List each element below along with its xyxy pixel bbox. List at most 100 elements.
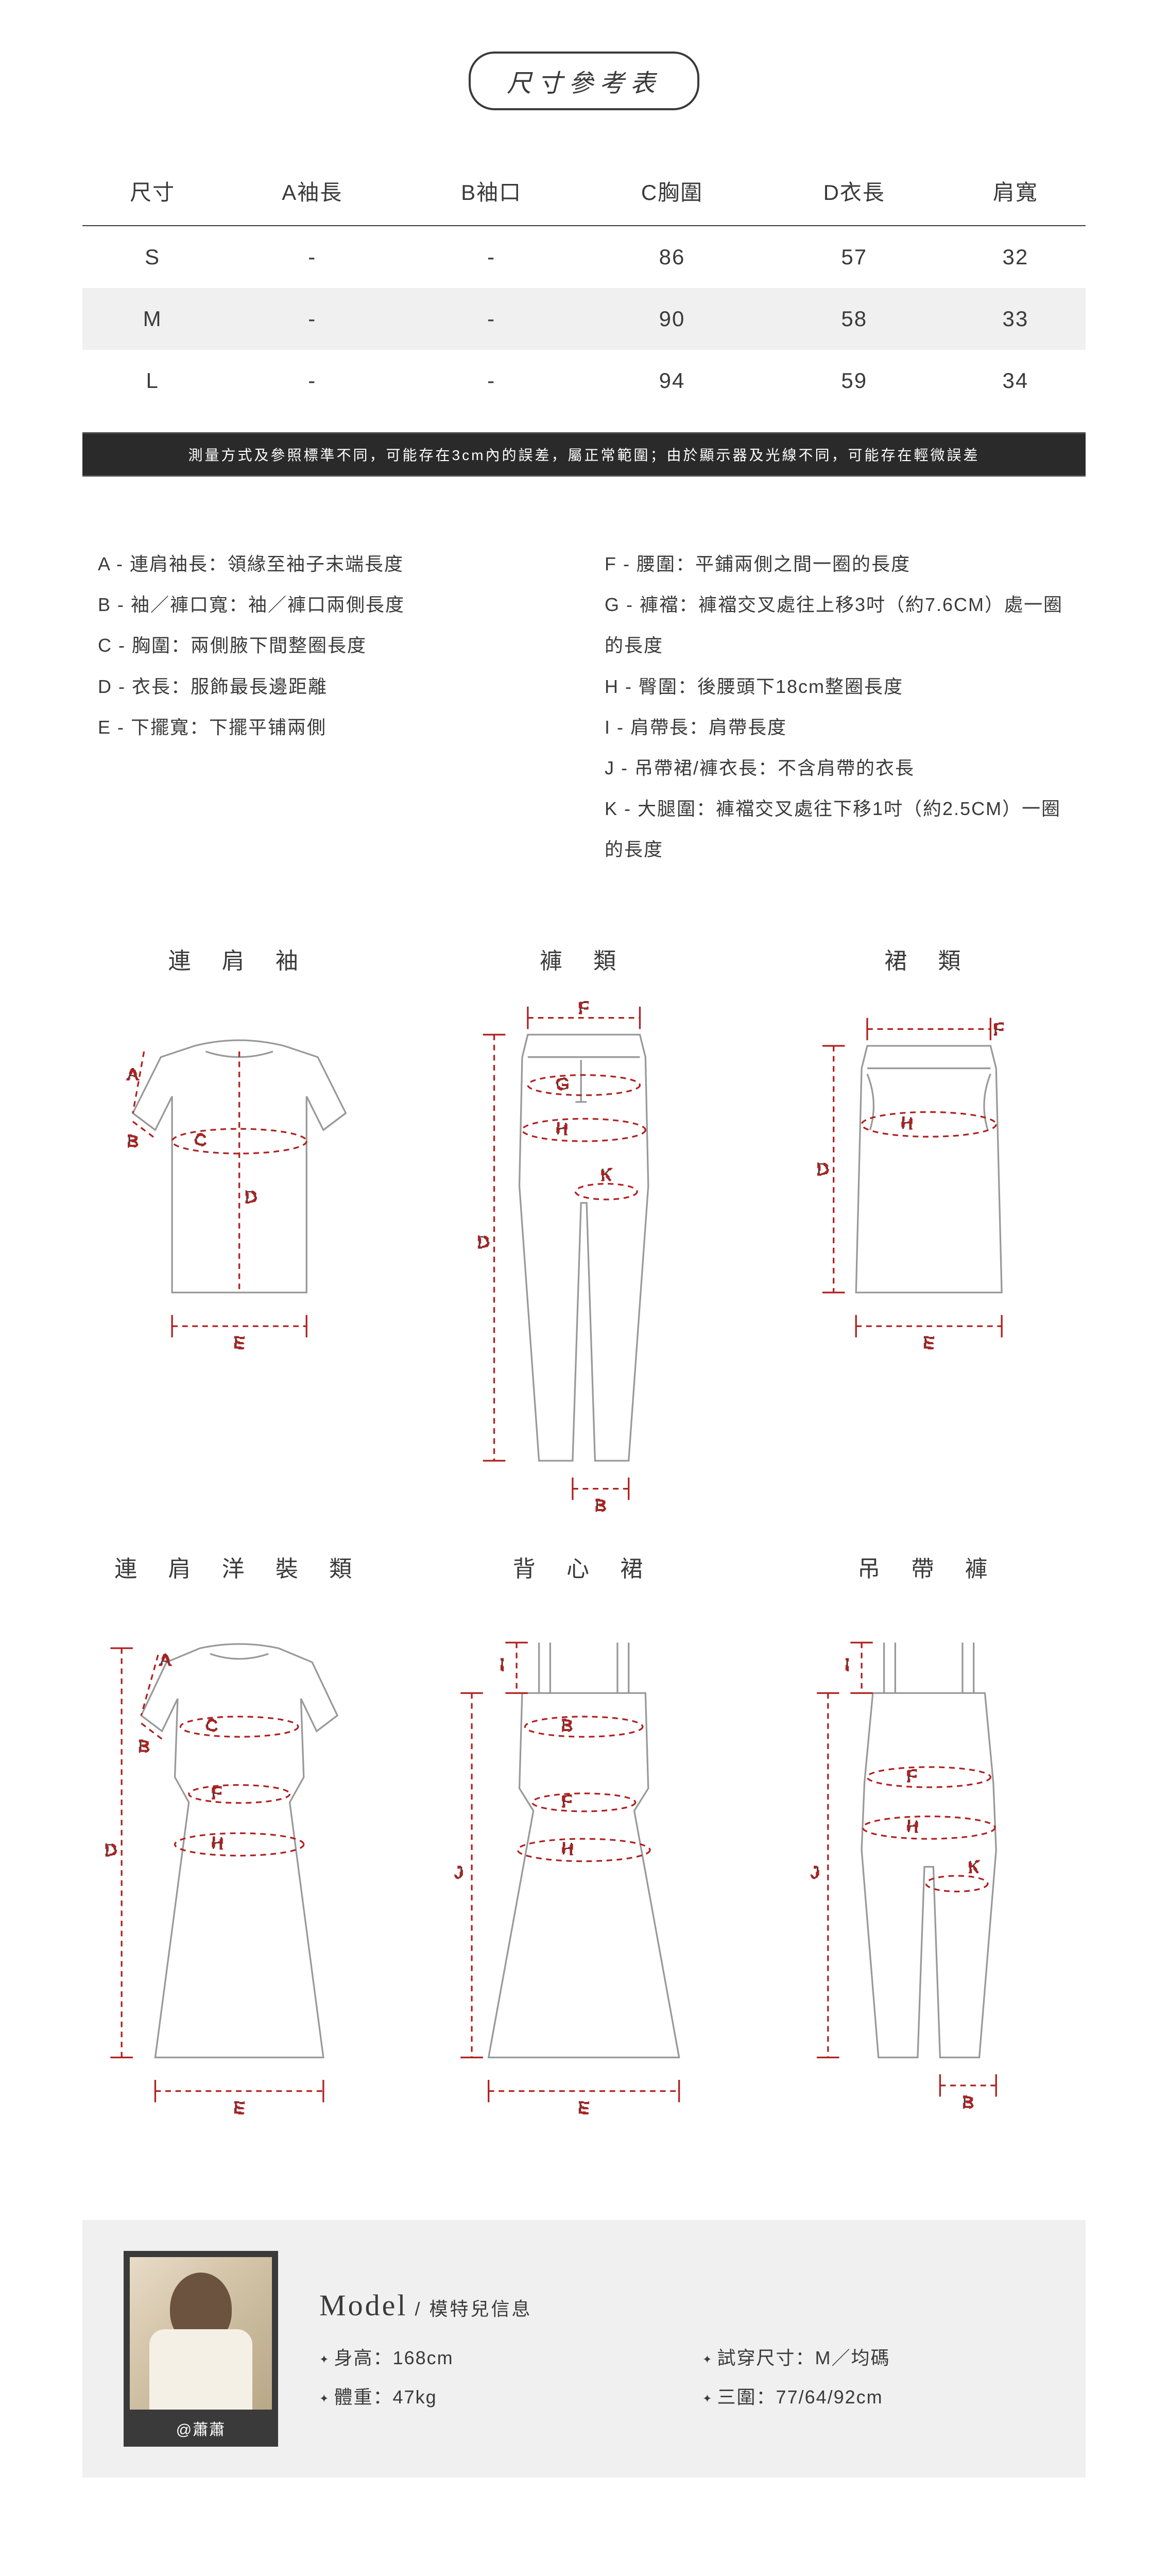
legend-item: B - 袖／褲口寬：袖／褲口兩側長度 (98, 584, 563, 625)
table-cell: - (222, 226, 402, 288)
title-section: 尺寸參考表 (82, 52, 1086, 110)
svg-text:A: A (160, 1649, 171, 1668)
table-cell: S (82, 226, 222, 288)
svg-text:K: K (968, 1857, 979, 1876)
svg-text:H: H (906, 1817, 919, 1836)
table-header: 肩寬 (946, 157, 1086, 226)
model-handle: @蕭蕭 (130, 2410, 272, 2441)
table-row: M--905833 (82, 288, 1086, 350)
svg-text:B: B (561, 1716, 573, 1735)
table-cell: - (222, 350, 402, 412)
model-info: Model / 模特兒信息 身高：168cm 試穿尺寸：M／均碼體重：47kg 三圍… (319, 2288, 1044, 2409)
svg-text:B: B (595, 1496, 607, 1515)
table-header: A袖長 (222, 157, 402, 226)
table-cell: - (402, 226, 581, 288)
svg-text:E: E (923, 1333, 934, 1352)
diagram-skirt: 裙 類 F H D E (772, 942, 1086, 1519)
table-cell: L (82, 350, 222, 412)
svg-text:D: D (817, 1159, 829, 1178)
svg-text:I: I (500, 1655, 505, 1674)
svg-text:H: H (556, 1118, 569, 1138)
diagram-title: 連 肩 袖 (82, 942, 396, 975)
table-row: L--945934 (82, 350, 1086, 412)
table-header: C胸圍 (581, 157, 763, 226)
svg-text:E: E (234, 1333, 245, 1352)
model-section: @蕭蕭 Model / 模特兒信息 身高：168cm 試穿尺寸：M／均碼體重：47… (82, 2220, 1086, 2478)
svg-text:J: J (811, 1862, 819, 1882)
svg-text:E: E (578, 2098, 590, 2117)
table-cell: 59 (763, 350, 946, 412)
diagram-title: 吊 帶 褲 (772, 1550, 1086, 1583)
legend-item: H - 臀圍：後腰頭下18cm整圈長度 (605, 666, 1070, 707)
diagram-title: 連 肩 洋 裝 類 (82, 1550, 396, 1583)
table-cell: M (82, 288, 222, 350)
legend-item: C - 胸圍：兩側腋下間整圈長度 (98, 625, 563, 666)
table-cell: 32 (946, 226, 1086, 288)
diagram-title: 裙 類 (772, 942, 1086, 975)
legend-item: F - 腰圍：平鋪兩側之間一圈的長度 (605, 544, 1070, 584)
svg-text:C: C (195, 1130, 207, 1149)
svg-text:E: E (234, 2098, 245, 2117)
legend-item: J - 吊帶裙/褲衣長：不含肩帶的衣長 (605, 748, 1070, 788)
table-cell: - (402, 288, 581, 350)
model-photo-image (130, 2257, 272, 2410)
legend-item: A - 連肩袖長：領緣至袖子末端長度 (98, 544, 563, 584)
model-heading: Model / 模特兒信息 (319, 2288, 1044, 2323)
table-cell: 57 (763, 226, 946, 288)
diagram-title: 褲 類 (427, 942, 741, 975)
model-stat: 身高：168cm (319, 2343, 661, 2370)
model-stat: 試穿尺寸：M／均碼 (702, 2343, 1044, 2370)
legend-item: G - 褲襠：褲襠交叉處往上移3吋（約7.6CM）處一圈的長度 (605, 584, 1070, 666)
table-header: D衣長 (763, 157, 946, 226)
legend-left-column: A - 連肩袖長：領緣至袖子末端長度B - 袖／褲口寬：袖／褲口兩側長度C - … (98, 544, 563, 870)
svg-text:F: F (561, 1791, 572, 1810)
legend-right-column: F - 腰圍：平鋪兩側之間一圈的長度G - 褲襠：褲襠交叉處往上移3吋（約7.6… (605, 544, 1070, 870)
svg-text:D: D (105, 1840, 117, 1859)
svg-text:F: F (578, 1001, 589, 1017)
svg-text:F: F (993, 1019, 1003, 1038)
model-heading-sub: / 模特兒信息 (407, 2298, 532, 2319)
legend-item: K - 大腿圍：褲襠交叉處往下移1吋（約2.5CM）一圈的長度 (605, 788, 1070, 870)
model-stat: 三圍：77/64/92cm (702, 2382, 1044, 2409)
svg-text:I: I (845, 1655, 849, 1674)
svg-text:H: H (561, 1839, 574, 1858)
model-stats: 身高：168cm 試穿尺寸：M／均碼體重：47kg 三圍：77/64/92cm (319, 2343, 1044, 2409)
table-cell: 33 (946, 288, 1086, 350)
table-cell: 34 (946, 350, 1086, 412)
svg-text:J: J (455, 1862, 463, 1882)
legend-item: E - 下擺寬：下擺平铺兩側 (98, 707, 563, 748)
diagram-cami-dress: 背 心 裙 I B F H J E (427, 1550, 741, 2127)
table-row: S--865732 (82, 226, 1086, 288)
table-cell: - (402, 350, 581, 412)
diagram-raglan-dress: 連 肩 洋 裝 類 A B C F H D E (82, 1550, 396, 2127)
svg-text:F: F (211, 1783, 221, 1802)
svg-text:B: B (963, 2092, 974, 2111)
legend-item: I - 肩帶長：肩帶長度 (605, 707, 1070, 748)
table-cell: 58 (763, 288, 946, 350)
legend-section: A - 連肩袖長：領緣至袖子末端長度B - 袖／褲口寬：袖／褲口兩側長度C - … (82, 544, 1086, 870)
svg-text:D: D (245, 1187, 257, 1206)
table-cell: 86 (581, 226, 763, 288)
diagram-title: 背 心 裙 (427, 1550, 741, 1583)
svg-text:H: H (211, 1833, 224, 1852)
page-title: 尺寸參考表 (469, 52, 699, 110)
svg-text:D: D (477, 1232, 490, 1251)
table-header: B袖口 (402, 157, 581, 226)
table-cell: 90 (581, 288, 763, 350)
table-header: 尺寸 (82, 157, 222, 226)
svg-text:C: C (205, 1716, 218, 1735)
diagram-overalls: 吊 帶 褲 I F H K J B (772, 1550, 1086, 2127)
size-table: 尺寸A袖長B袖口C胸圍D衣長肩寬 S--865732M--905833L--94… (82, 157, 1086, 412)
svg-text:G: G (556, 1074, 569, 1093)
svg-text:B: B (127, 1131, 139, 1150)
measurement-note: 測量方式及參照標準不同，可能存在3cm內的誤差，屬正常範圍；由於顯示器及光線不同… (82, 432, 1086, 477)
svg-text:A: A (127, 1064, 139, 1083)
model-heading-main: Model (319, 2289, 407, 2322)
model-stat: 體重：47kg (319, 2382, 661, 2409)
diagram-raglan-top: 連 肩 袖 A B C D E (82, 942, 396, 1519)
legend-item: D - 衣長：服飾最長邊距離 (98, 666, 563, 707)
svg-text:H: H (901, 1113, 913, 1132)
table-cell: 94 (581, 350, 763, 412)
diagram-grid: 連 肩 袖 A B C D E 褲 類 (82, 942, 1086, 2127)
table-cell: - (222, 288, 402, 350)
